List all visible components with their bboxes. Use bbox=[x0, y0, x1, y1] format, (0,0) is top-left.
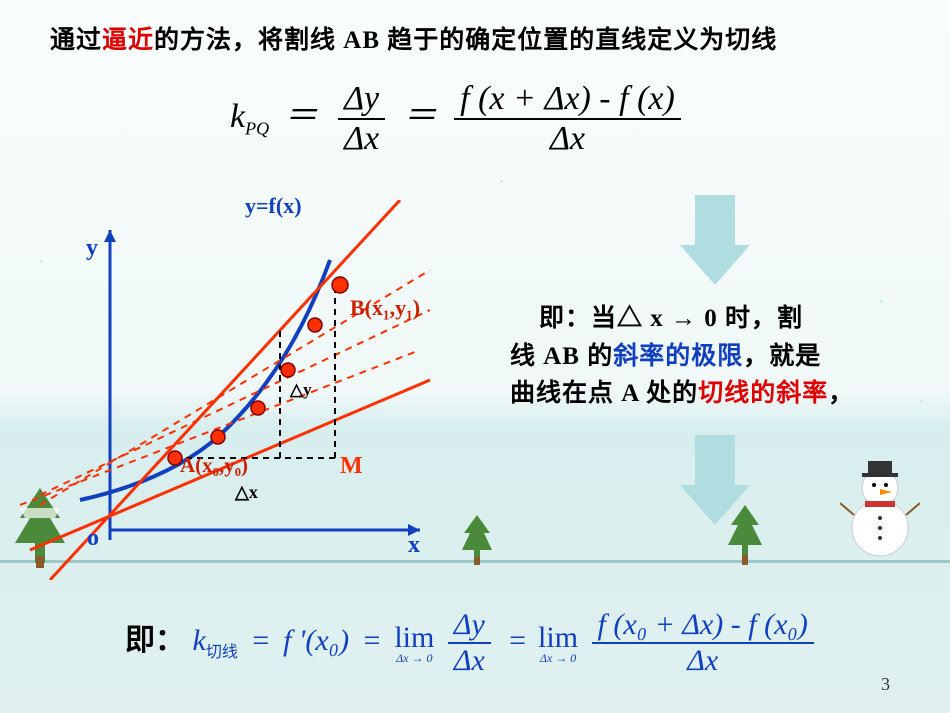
explain-l3-red: 切线的斜率 bbox=[698, 380, 828, 407]
frac1-den: Δx bbox=[338, 120, 385, 158]
f2-eq2: = bbox=[362, 624, 382, 657]
f2-lim2: lim Δx → 0 bbox=[538, 621, 578, 666]
lim-text2: lim bbox=[538, 621, 578, 654]
title-red: 逼近 bbox=[102, 27, 154, 54]
explain-l2-pre: 线 AB 的 bbox=[510, 343, 613, 370]
f2-frac2-num: f (x₀ + Δx) - f (x₀) bbox=[592, 608, 814, 644]
explain-l2-post: ，就是 bbox=[743, 343, 821, 370]
title-post: 的方法，将割线 AB 趋于的确定位置的直线定义为切线 bbox=[154, 27, 777, 54]
f2-lim1: lim Δx → 0 bbox=[394, 621, 434, 666]
f2-frac2: f (x₀ + Δx) - f (x₀) Δx bbox=[592, 608, 814, 678]
equals: ＝ bbox=[284, 98, 318, 135]
f2-eq1: = bbox=[250, 624, 270, 657]
explain-l3-post: ， bbox=[828, 380, 854, 407]
f2-frac2-den: Δx bbox=[592, 644, 814, 678]
explain-l2-blue: 斜率的极限 bbox=[613, 343, 743, 370]
snow-dot bbox=[460, 480, 463, 483]
equals: ＝ bbox=[403, 98, 437, 135]
k-label: k bbox=[230, 98, 245, 135]
snowman-icon bbox=[840, 453, 920, 563]
graph-svg bbox=[20, 200, 450, 580]
origin-label: o bbox=[87, 525, 99, 552]
m-label: M bbox=[340, 453, 363, 480]
arrow-down-icon bbox=[680, 195, 750, 285]
lim-text: lim bbox=[394, 621, 434, 654]
f2-frac1-den: Δx bbox=[448, 644, 491, 678]
formula-tangent-slope: 即： k切线 = f '(x₀) = lim Δx → 0 Δy Δx = li… bbox=[125, 608, 820, 678]
f2-eq3: = bbox=[507, 624, 527, 657]
title: 通过逼近的方法，将割线 AB 趋于的确定位置的直线定义为切线 bbox=[50, 20, 920, 56]
snow-dot bbox=[500, 180, 503, 183]
page-number: 3 bbox=[881, 674, 890, 695]
frac1-num: Δy bbox=[338, 80, 385, 120]
f2-fprime: f '(x₀) bbox=[283, 624, 349, 657]
point-a-label: A(x₀,y₀) bbox=[180, 453, 248, 478]
explain-pre: 即：当 bbox=[539, 305, 617, 332]
k-sub: PQ bbox=[245, 119, 269, 139]
frac-dy-dx: Δy Δx bbox=[338, 80, 385, 158]
arrow-down-icon bbox=[680, 435, 750, 525]
y-axis-label: y bbox=[86, 235, 98, 262]
explain-post1: 时，割 bbox=[725, 305, 803, 332]
lim-sub2: Δx → 0 bbox=[538, 651, 578, 666]
frac2-num: f (x + Δx) - f (x) bbox=[454, 80, 681, 120]
point-b-label: B(x₁,y₁) bbox=[350, 295, 420, 321]
explain-l3-pre: 曲线在点 A 处的 bbox=[510, 380, 698, 407]
lim-sub: Δx → 0 bbox=[394, 651, 434, 666]
explain-line1: 即：当△ x → 0 时，割 bbox=[510, 300, 935, 338]
f2-k: k bbox=[193, 624, 206, 657]
explain-line2: 线 AB 的斜率的极限，就是 bbox=[510, 338, 935, 376]
frac2-den: Δx bbox=[454, 120, 681, 158]
f2-frac1: Δy Δx bbox=[448, 608, 491, 678]
title-pre: 通过 bbox=[50, 27, 102, 54]
formula-secant-slope: kPQ ＝ Δy Δx ＝ f (x + Δx) - f (x) Δx bbox=[230, 80, 687, 158]
slide: 通过逼近的方法，将割线 AB 趋于的确定位置的直线定义为切线 kPQ ＝ Δy … bbox=[0, 0, 950, 713]
graph: y=f(x) y x o A(x₀,y₀) B(x₁,y₁) M △x △y bbox=[20, 200, 450, 580]
f2-frac1-num: Δy bbox=[448, 608, 491, 644]
f2-prefix: 即： bbox=[125, 624, 185, 657]
x-axis-label: x bbox=[408, 532, 420, 559]
f2-ksub: 切线 bbox=[206, 644, 238, 661]
curve-label: y=f(x) bbox=[245, 193, 302, 219]
explanation: 即：当△ x → 0 时，割 线 AB 的斜率的极限，就是 曲线在点 A 处的切… bbox=[510, 300, 935, 413]
explain-line3: 曲线在点 A 处的切线的斜率， bbox=[510, 375, 935, 413]
tree-icon bbox=[460, 515, 495, 565]
dx-label: △x bbox=[235, 482, 258, 503]
frac-diff-quot: f (x + Δx) - f (x) Δx bbox=[454, 80, 681, 158]
dy-label: △y bbox=[290, 380, 312, 400]
explain-tri: △ x → 0 bbox=[617, 305, 725, 332]
